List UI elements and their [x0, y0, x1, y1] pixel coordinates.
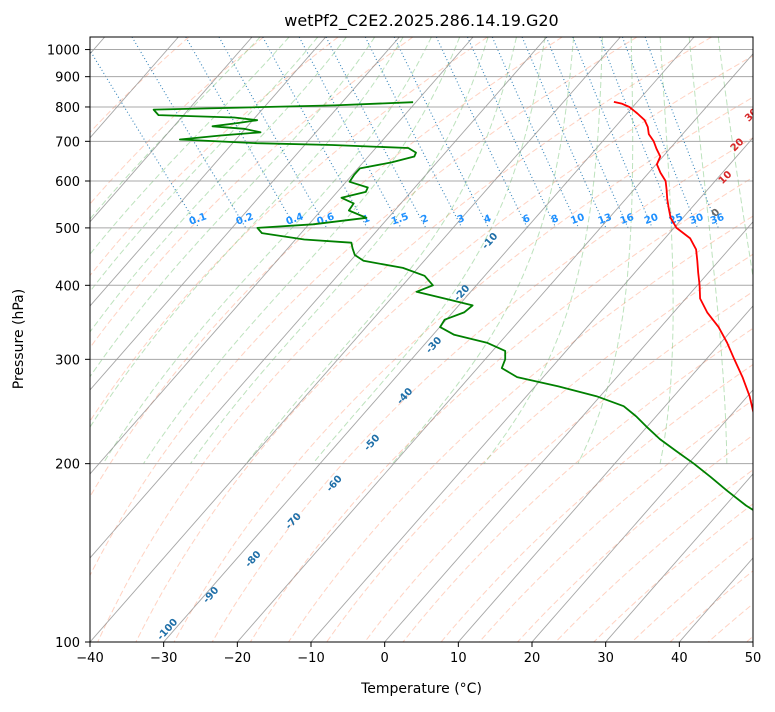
x-tick-label: 20 [524, 651, 541, 666]
x-tick-label: 0 [381, 651, 389, 666]
x-tick-label: 30 [597, 651, 614, 666]
x-axis-label: Temperature (°C) [360, 681, 482, 697]
x-tick-label: 40 [671, 651, 688, 666]
x-tick-label: −20 [224, 651, 251, 666]
y-tick-label: 1000 [47, 44, 80, 59]
chart-title: wetPf2_C2E2.2025.286.14.19.G20 [284, 11, 558, 31]
y-tick-label: 900 [55, 71, 80, 86]
y-tick-label: 300 [55, 353, 80, 368]
y-tick-label: 200 [55, 458, 80, 473]
y-tick-label: 700 [55, 135, 80, 150]
y-tick-label: 100 [55, 636, 80, 651]
x-tick-label: −40 [76, 651, 103, 666]
y-axis-label: Pressure (hPa) [11, 289, 27, 389]
x-tick-label: −10 [297, 651, 324, 666]
y-tick-label: 500 [55, 222, 80, 237]
y-tick-label: 400 [55, 279, 80, 294]
y-tick-label: 600 [55, 175, 80, 190]
y-tick-label: 800 [55, 101, 80, 116]
x-tick-label: 50 [745, 651, 762, 666]
x-tick-label: 10 [450, 651, 467, 666]
x-tick-label: −30 [150, 651, 177, 666]
